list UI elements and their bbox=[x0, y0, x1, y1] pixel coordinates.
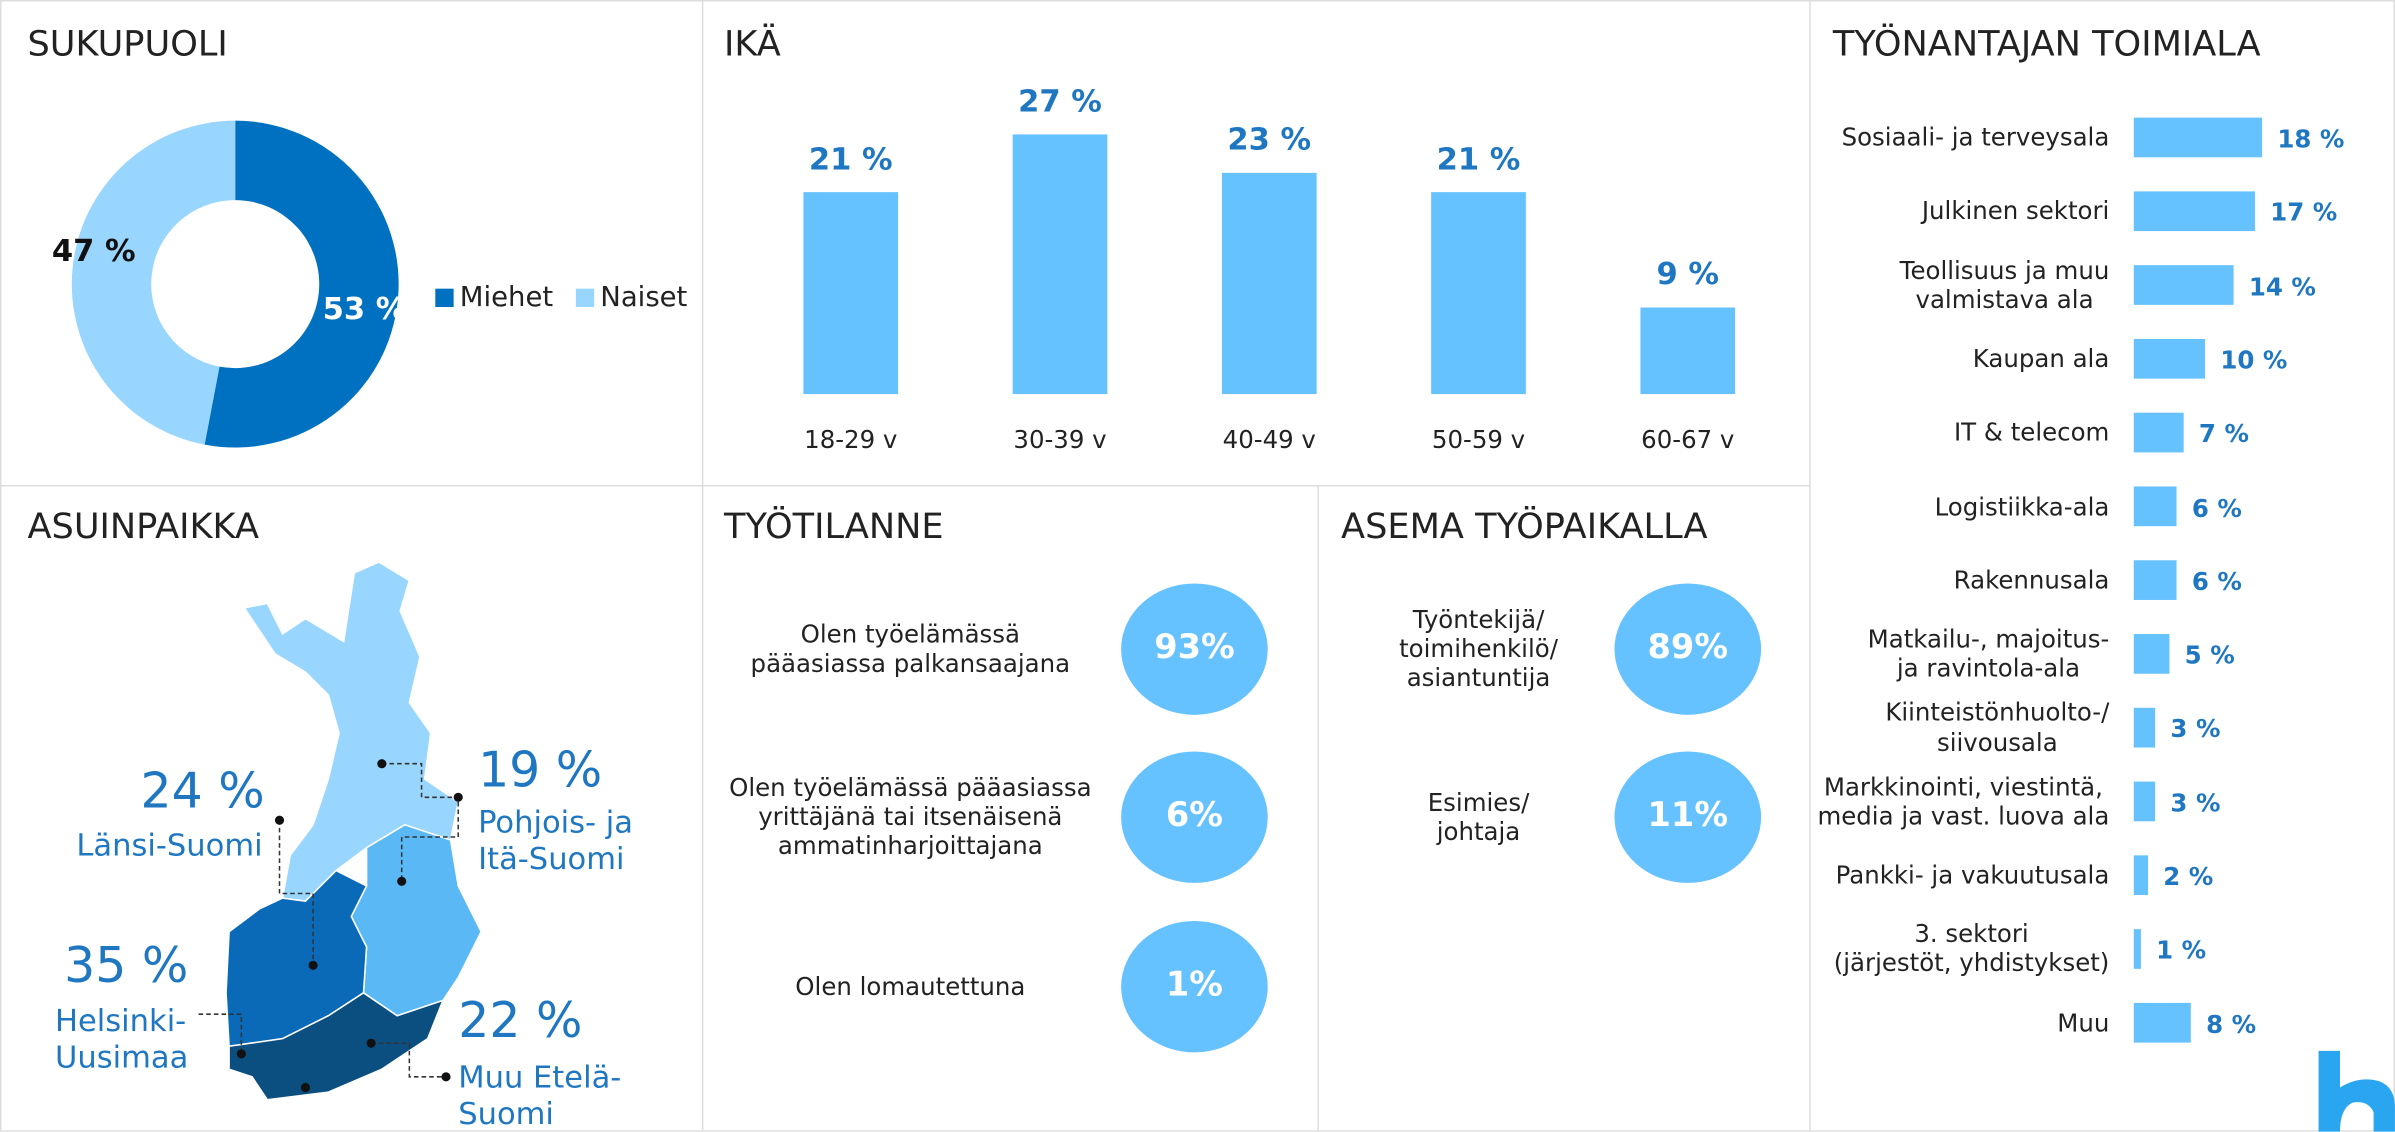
category-label: Kiinteistönhuolto-/ siivousala bbox=[1885, 698, 2110, 757]
x-tick-label: 40-49 v bbox=[1222, 425, 1316, 455]
category-label: Sosiaali- ja terveysala bbox=[1841, 122, 2110, 152]
circle-value: 11% bbox=[1647, 797, 1729, 836]
bar bbox=[2133, 117, 2263, 158]
item-label: Olen työelämässä pääasiassa palkansaajan… bbox=[750, 619, 1071, 679]
legend-label: Miehet bbox=[459, 281, 554, 314]
bar-value-label: 21 % bbox=[1436, 140, 1521, 177]
map-dots bbox=[236, 759, 463, 1093]
logo bbox=[2318, 1050, 2395, 1132]
bar bbox=[2133, 781, 2156, 822]
item-label: Työntekijä/ toimihenkilö/ asiantuntija bbox=[1399, 605, 1558, 693]
bar bbox=[2133, 560, 2177, 600]
circle-value: 1% bbox=[1165, 966, 1223, 1005]
panel-title: SUKUPUOLI bbox=[27, 24, 228, 65]
legend-swatch bbox=[435, 288, 454, 308]
x-tick-label: 50-59 v bbox=[1431, 425, 1526, 455]
panel-title: ASUINPAIKKA bbox=[27, 507, 260, 548]
x-tick-label: 18-29 v bbox=[804, 425, 898, 455]
bar-value-label: 8 % bbox=[2206, 1009, 2257, 1039]
bar-value-label: 3 % bbox=[2170, 788, 2221, 818]
region-value: 24 % bbox=[140, 761, 265, 820]
bar bbox=[2133, 412, 2184, 453]
category-label: Muu bbox=[2057, 1008, 2110, 1038]
bar-value-label: 14 % bbox=[2248, 271, 2316, 301]
bar bbox=[1640, 307, 1736, 395]
panel-title: TYÖNANTAJAN TOIMIALA bbox=[1832, 24, 2261, 65]
category-label: Matkailu-, majoitus- ja ravintola-ala bbox=[1867, 624, 2110, 683]
panel-title: ASEMA TYÖPAIKALLA bbox=[1341, 507, 1708, 548]
bar-value-label: 10 % bbox=[2220, 345, 2288, 375]
bar bbox=[2133, 1002, 2191, 1043]
category-label: IT & telecom bbox=[1953, 417, 2110, 447]
bar-value-label: 5 % bbox=[2184, 640, 2235, 670]
bar bbox=[2133, 634, 2170, 674]
bar bbox=[2133, 486, 2177, 527]
bar bbox=[1012, 134, 1108, 395]
bar-value-label: 17 % bbox=[2270, 198, 2338, 228]
donut-slice bbox=[71, 120, 236, 445]
value-circle bbox=[1614, 751, 1762, 883]
bar bbox=[2133, 855, 2149, 896]
bar bbox=[2133, 191, 2255, 232]
bar bbox=[2133, 707, 2156, 748]
bar bbox=[2133, 929, 2141, 969]
circle-value: 93% bbox=[1154, 628, 1235, 668]
finland-map bbox=[225, 561, 482, 1101]
panel-title: IKÄ bbox=[723, 24, 781, 65]
category-label: Logistiikka-ala bbox=[1934, 491, 2110, 521]
region-value: 19 % bbox=[478, 740, 603, 799]
region-name: Pohjois- ja Itä-Suomi bbox=[478, 803, 633, 877]
category-label: Julkinen sektori bbox=[1921, 196, 2110, 226]
bar-value-label: 21 % bbox=[808, 140, 893, 177]
value-circle bbox=[1614, 583, 1762, 715]
slice-label: 47 % bbox=[51, 232, 136, 269]
region-value: 22 % bbox=[458, 990, 583, 1050]
panel-title: TYÖTILANNE bbox=[723, 507, 944, 548]
bar-value-label: 2 % bbox=[2163, 862, 2214, 892]
bar-value-label: 1 % bbox=[2156, 935, 2207, 965]
category-label: Pankki- ja vakuutusala bbox=[1835, 860, 2110, 890]
bar bbox=[2133, 265, 2234, 305]
circle-value: 6% bbox=[1165, 797, 1223, 836]
donut-slice bbox=[204, 120, 399, 448]
item-label: Olen lomautettuna bbox=[795, 972, 1026, 1002]
circle-value: 89% bbox=[1647, 628, 1729, 668]
category-label: Teollisuus ja muu valmistava ala bbox=[1899, 255, 2110, 315]
bar-value-label: 6 % bbox=[2191, 493, 2242, 523]
bar-value-label: 27 % bbox=[1018, 82, 1102, 120]
value-circle bbox=[1121, 583, 1268, 715]
category-label: Kaupan ala bbox=[1972, 344, 2110, 374]
bar-value-label: 18 % bbox=[2277, 124, 2345, 154]
category-label: Rakennusala bbox=[1953, 565, 2110, 595]
bar-value-label: 7 % bbox=[2198, 419, 2249, 449]
region-name: Länsi-Suomi bbox=[76, 826, 263, 863]
bar bbox=[1221, 172, 1317, 395]
value-circle bbox=[1121, 751, 1268, 883]
value-circle bbox=[1121, 921, 1268, 1053]
legend-swatch bbox=[575, 288, 595, 308]
bar-value-label: 9 % bbox=[1656, 255, 1720, 293]
bar-value-label: 6 % bbox=[2191, 566, 2242, 596]
x-tick-label: 30-39 v bbox=[1013, 425, 1107, 455]
item-label: Olen työelämässä pääasiassa yrittäjänä t… bbox=[729, 773, 1092, 861]
x-tick-label: 60-67 v bbox=[1641, 425, 1735, 455]
bar-value-label: 23 % bbox=[1227, 120, 1312, 158]
region-name: Helsinki- Uusimaa bbox=[54, 1001, 189, 1076]
region-name: Muu Etelä- Suomi bbox=[458, 1058, 622, 1132]
bar bbox=[1431, 192, 1526, 395]
category-label: 3. sektori (järjestöt, yhdistykset) bbox=[1833, 919, 2110, 978]
region-value: 35 % bbox=[64, 935, 189, 995]
category-label: Markkinointi, viestintä, media ja vast. … bbox=[1817, 772, 2110, 831]
item-label: Esimies/ johtaja bbox=[1427, 787, 1530, 847]
bar bbox=[2133, 338, 2206, 379]
bar-value-label: 3 % bbox=[2170, 714, 2221, 744]
legend-label: Naiset bbox=[600, 281, 688, 314]
slice-label: 53 % bbox=[322, 290, 407, 327]
bar bbox=[803, 192, 899, 395]
